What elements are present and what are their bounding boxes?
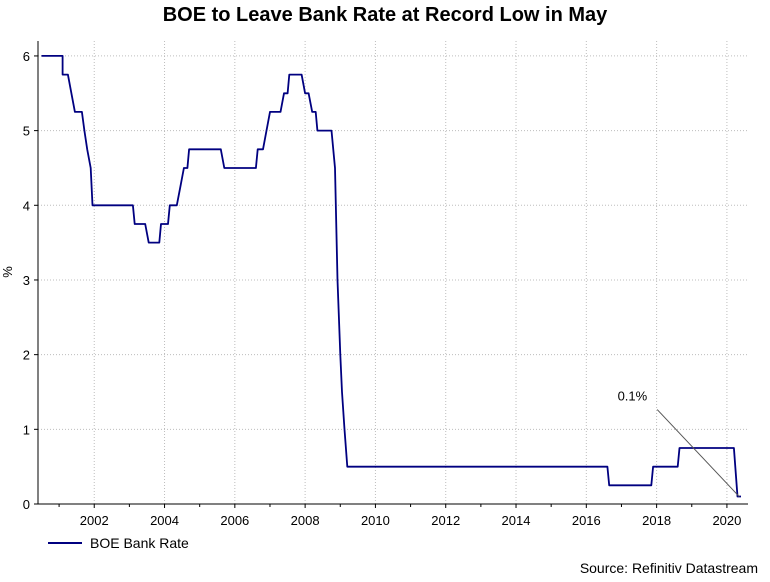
series-line-boe-bank-rate <box>41 55 741 498</box>
y-axis-ticks: 0 1 2 3 4 5 6 <box>23 49 38 512</box>
y-tick-label: 4 <box>23 198 30 213</box>
legend: BOE Bank Rate <box>48 535 189 551</box>
series-lines <box>41 55 741 498</box>
x-tick-label: 2006 <box>220 513 249 528</box>
x-tick-label: 2020 <box>712 513 741 528</box>
y-tick-label: 1 <box>23 422 30 437</box>
legend-swatch <box>48 542 82 544</box>
x-tick-label: 2002 <box>80 513 109 528</box>
grid-lines <box>38 41 748 504</box>
y-tick-label: 0 <box>23 497 30 512</box>
legend-label: BOE Bank Rate <box>90 535 189 551</box>
chart-title: BOE to Leave Bank Rate at Record Low in … <box>162 4 608 26</box>
y-tick-label: 2 <box>23 348 30 363</box>
y-tick-label: 6 <box>23 49 30 64</box>
y-axis-label: % <box>0 266 15 278</box>
axes <box>37 41 748 505</box>
x-tick-label: 2004 <box>150 513 179 528</box>
annotation-label: 0.1% <box>618 389 648 404</box>
x-axis-ticks: 2002 2004 2006 2008 2010 2012 2014 2016 2018 2020 <box>58 504 741 528</box>
x-tick-label: 2016 <box>572 513 601 528</box>
annotation: 0.1% <box>618 389 740 497</box>
annotation-leader-line <box>656 409 740 497</box>
x-tick-label: 2018 <box>642 513 671 528</box>
x-tick-label: 2014 <box>502 513 531 528</box>
y-tick-label: 3 <box>23 273 30 288</box>
y-tick-label: 5 <box>23 124 30 139</box>
source-note: Source: Refinitiv Datastream <box>579 560 758 576</box>
x-tick-label: 2008 <box>291 513 320 528</box>
x-tick-label: 2010 <box>361 513 390 528</box>
x-tick-label: 2012 <box>431 513 460 528</box>
